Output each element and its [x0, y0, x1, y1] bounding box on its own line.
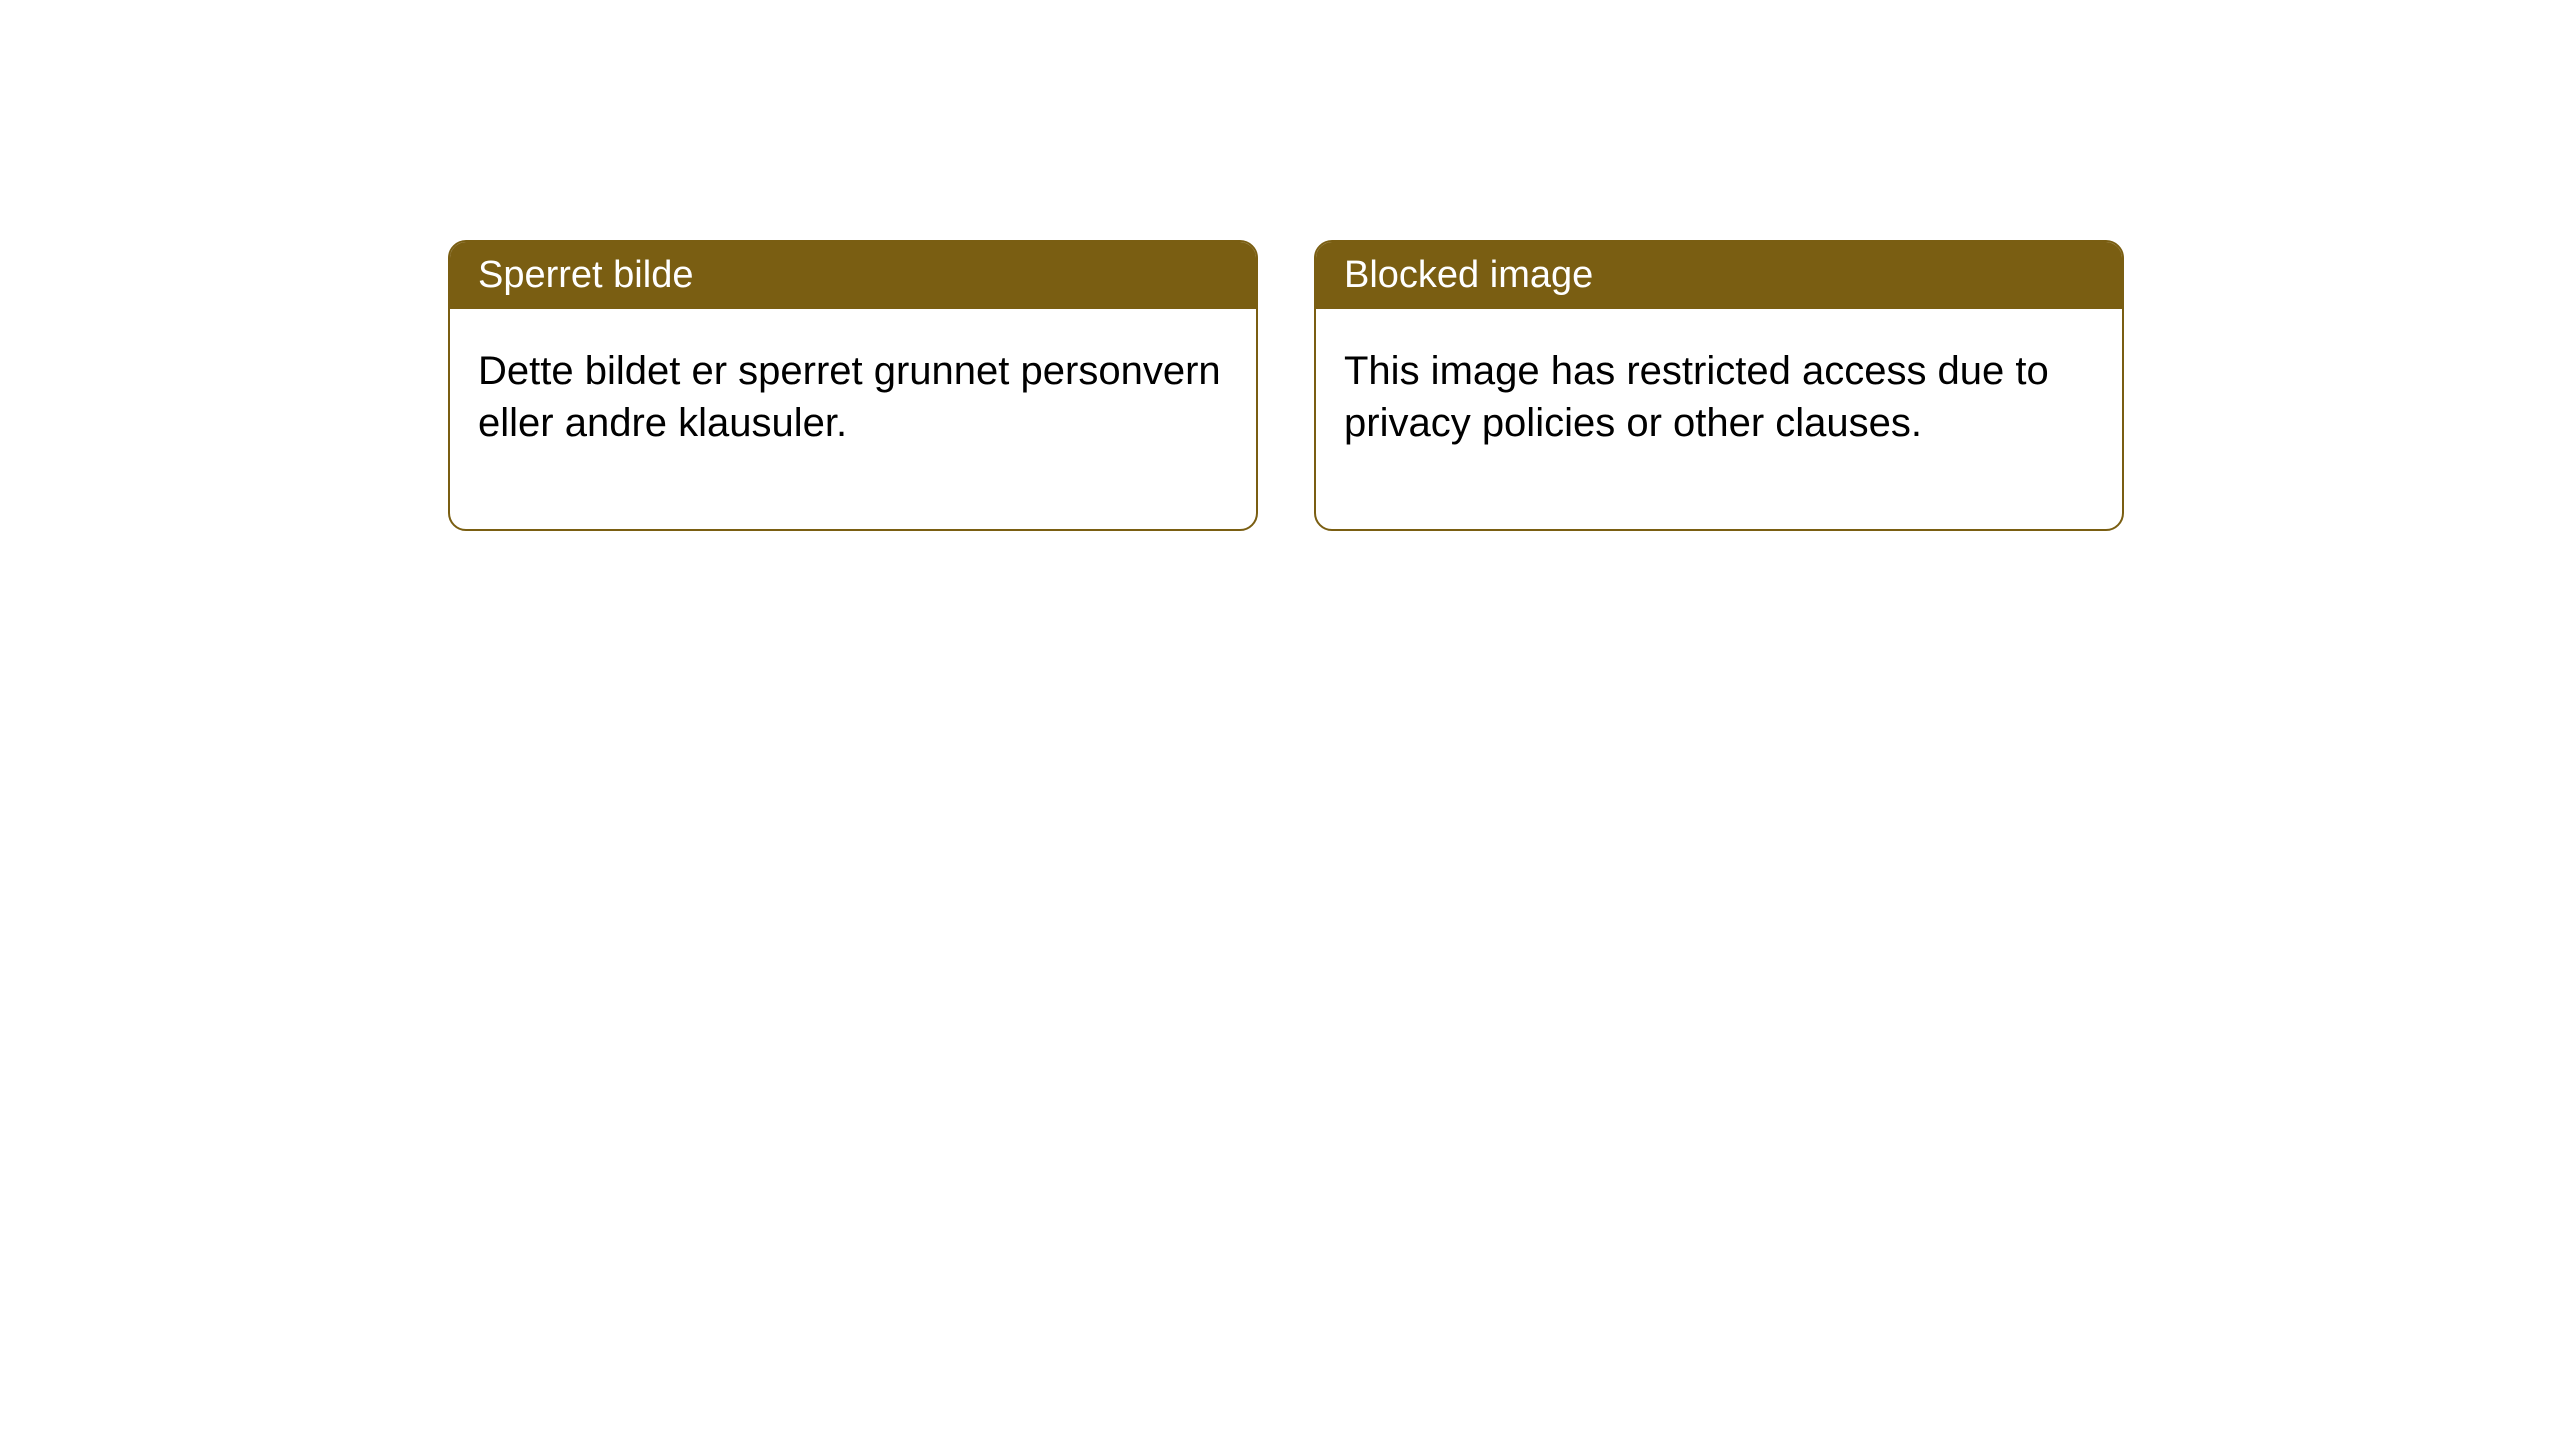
notice-container: Sperret bilde Dette bildet er sperret gr…: [0, 0, 2560, 531]
blocked-image-card-no: Sperret bilde Dette bildet er sperret gr…: [448, 240, 1258, 531]
card-title: Blocked image: [1344, 254, 1593, 296]
card-body: This image has restricted access due to …: [1316, 309, 2122, 529]
card-header: Blocked image: [1316, 242, 2122, 309]
blocked-image-card-en: Blocked image This image has restricted …: [1314, 240, 2124, 531]
card-title: Sperret bilde: [478, 254, 693, 296]
card-body: Dette bildet er sperret grunnet personve…: [450, 309, 1256, 529]
card-header: Sperret bilde: [450, 242, 1256, 309]
card-message: Dette bildet er sperret grunnet personve…: [478, 349, 1221, 445]
card-message: This image has restricted access due to …: [1344, 349, 2049, 445]
